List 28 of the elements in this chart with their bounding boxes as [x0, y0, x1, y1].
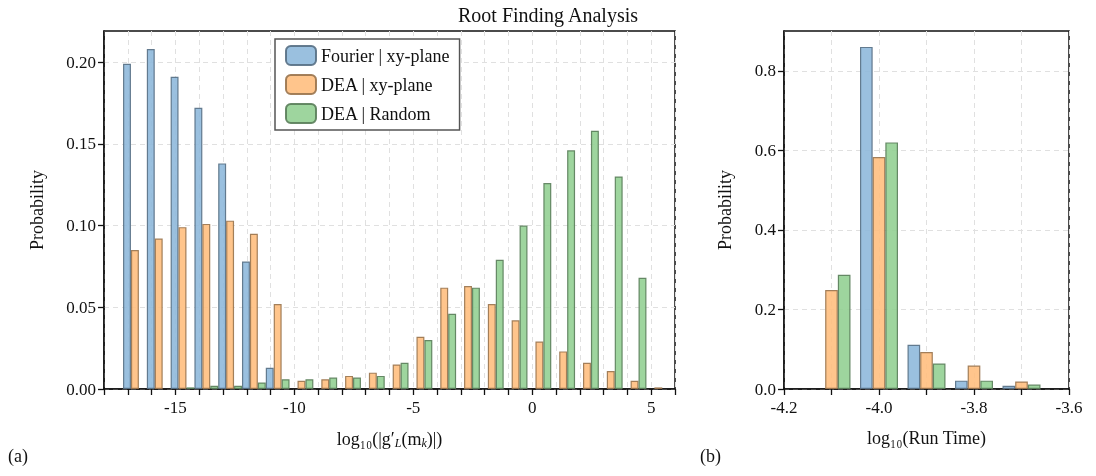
y-tick-label: 0.0 [754, 379, 776, 399]
legend-label: Fourier | xy-plane [321, 45, 450, 66]
chart-title: Root Finding Analysis [457, 4, 639, 27]
x-tick-label: -3.8 [960, 398, 988, 417]
y-axis-title: Probability [715, 170, 735, 250]
y-tick-label: 0.15 [66, 134, 96, 154]
x-tick-label: -10 [283, 398, 306, 417]
y-tick-label: 0.20 [66, 52, 96, 72]
x-tick-label: -5 [406, 398, 421, 417]
text: (b) [700, 446, 721, 467]
x-tick-label: 0 [528, 398, 537, 417]
x-tick-label: -15 [164, 398, 187, 417]
x-tick-label: -3.6 [1055, 398, 1083, 417]
x-tick-label: -4.2 [770, 398, 798, 417]
text: (a) [8, 446, 28, 467]
legend-label: DEA | Random [321, 103, 431, 124]
y-tick-label: 0.4 [754, 220, 777, 240]
y-tick-label: 0.10 [66, 216, 96, 236]
legend-label: DEA | xy-plane [321, 74, 433, 95]
y-axis-title: Probability [27, 170, 47, 250]
y-tick-label: 0.00 [66, 379, 96, 399]
y-tick-label: 0.6 [754, 140, 776, 160]
y-tick-label: 0.05 [66, 297, 96, 317]
x-axis-title: log₁₀(Run Time) [866, 428, 987, 449]
y-tick-label: 0.8 [754, 61, 776, 81]
x-tick-label: 5 [646, 398, 656, 417]
y-tick-label: 0.2 [754, 299, 776, 319]
x-tick-label: -4.0 [865, 398, 893, 417]
